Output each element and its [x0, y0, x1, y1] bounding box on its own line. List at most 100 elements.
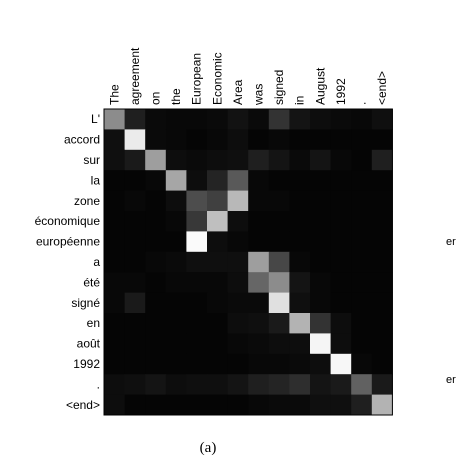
x-tick-label: .	[355, 102, 369, 105]
figure-caption: (a)	[199, 440, 217, 456]
heatmap-cell	[310, 149, 331, 171]
y-tick-label: août	[77, 337, 101, 351]
heatmap-cell	[268, 211, 290, 232]
heatmap-cell	[186, 292, 208, 314]
heatmap-cell	[227, 333, 249, 355]
heatmap-cell	[227, 353, 249, 375]
heatmap-cell	[310, 231, 331, 253]
heatmap-cell	[248, 211, 270, 232]
heatmap-cell	[330, 333, 352, 355]
heatmap-cell	[371, 333, 393, 355]
heatmap-cell	[268, 292, 290, 314]
heatmap-cell	[207, 272, 228, 293]
heatmap-cell	[371, 251, 393, 273]
heatmap-cell	[330, 190, 352, 212]
heatmap-cell	[186, 313, 208, 334]
heatmap-cell	[145, 190, 167, 212]
heatmap-cell	[186, 129, 208, 151]
heatmap-cell	[268, 251, 290, 273]
heatmap-cell	[268, 170, 290, 191]
heatmap-cell	[227, 313, 249, 334]
heatmap-cell	[186, 170, 208, 191]
heatmap-cell	[104, 374, 125, 395]
heatmap-cell	[351, 129, 373, 151]
heatmap-cell	[248, 190, 270, 212]
heatmap-cell	[227, 129, 249, 151]
heatmap-cell	[330, 394, 352, 416]
y-tick-label: <end>	[66, 398, 100, 412]
heatmap-cell	[124, 129, 146, 151]
heatmap-cell	[227, 292, 249, 314]
heatmap-cell	[371, 231, 393, 253]
heatmap-cell	[227, 211, 249, 232]
heatmap-cell	[104, 353, 125, 375]
heatmap-cell	[289, 170, 311, 191]
heatmap-cell	[186, 231, 208, 253]
heatmap-cell	[145, 251, 167, 273]
heatmap-cell	[145, 313, 167, 334]
heatmap-cell	[351, 211, 373, 232]
heatmap-cell	[289, 353, 311, 375]
heatmap-cell	[227, 394, 249, 416]
heatmap-cell	[330, 272, 352, 293]
y-tick-label: 1992	[73, 357, 100, 371]
heatmap-cell	[165, 333, 187, 355]
heatmap-cell	[145, 353, 167, 375]
heatmap-cell	[371, 272, 393, 293]
heatmap-cell	[145, 333, 167, 355]
heatmap-cell	[124, 251, 146, 273]
heatmap-cell	[104, 211, 125, 232]
heatmap-cell	[289, 333, 311, 355]
heatmap-cell	[186, 394, 208, 416]
heatmap-cell	[248, 109, 270, 130]
heatmap-cell	[310, 129, 331, 151]
heatmap-cell	[268, 231, 290, 253]
heatmap-cell	[104, 394, 125, 416]
heatmap-cell	[207, 211, 228, 232]
x-tick-label: European	[190, 53, 204, 105]
heatmap-cell	[310, 374, 331, 395]
heatmap-cell	[330, 292, 352, 314]
heatmap-cell	[145, 129, 167, 151]
heatmap-cell	[165, 374, 187, 395]
heatmap-cell	[268, 190, 290, 212]
heatmap-cell	[165, 211, 187, 232]
x-tick-label: Economic	[210, 52, 224, 105]
heatmap-cell	[371, 170, 393, 191]
heatmap-cell	[268, 272, 290, 293]
y-tick-label: sur	[83, 153, 100, 167]
heatmap-cell	[124, 149, 146, 171]
x-tick-label: The	[107, 84, 121, 105]
y-tick-label: la	[91, 173, 101, 187]
y-tick-label: signé	[71, 296, 100, 310]
x-tick-label: <end>	[375, 71, 389, 105]
x-tick-label: 1992	[334, 78, 348, 105]
heatmap-cell	[248, 231, 270, 253]
x-tick-label: Area	[231, 79, 245, 105]
heatmap-cell	[351, 394, 373, 416]
heatmap-cell	[165, 190, 187, 212]
heatmap-cell	[351, 333, 373, 355]
heatmap-cell	[371, 394, 393, 416]
heatmap-cell	[248, 353, 270, 375]
heatmap-cell	[207, 313, 228, 334]
heatmap-cell	[207, 292, 228, 314]
heatmap-cell	[330, 109, 352, 130]
heatmap-cell	[330, 251, 352, 273]
y-tick-label: .	[97, 377, 100, 391]
heatmap-cell	[227, 190, 249, 212]
heatmap-cell	[227, 170, 249, 191]
heatmap-cell	[165, 170, 187, 191]
heatmap-cell	[145, 149, 167, 171]
heatmap-cell	[268, 333, 290, 355]
y-tick-label: L'	[91, 112, 100, 126]
heatmap-cell	[248, 129, 270, 151]
heatmap-cell	[289, 149, 311, 171]
heatmap-cell	[207, 353, 228, 375]
heatmap-cell	[268, 394, 290, 416]
heatmap-cell	[165, 313, 187, 334]
heatmap-cell	[104, 313, 125, 334]
heatmap-cell	[330, 149, 352, 171]
heatmap-cell	[207, 190, 228, 212]
heatmap-cell	[289, 109, 311, 130]
